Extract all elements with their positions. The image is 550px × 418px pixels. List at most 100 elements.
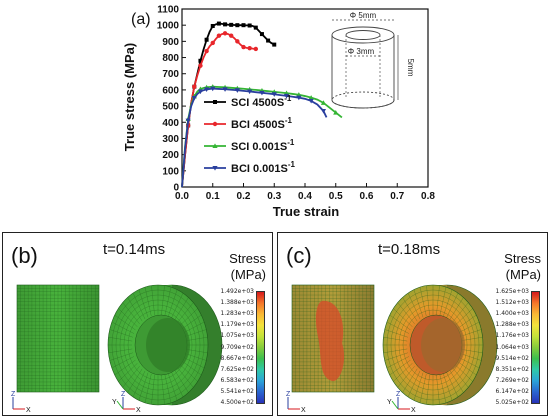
y-tick-label: 800 xyxy=(162,53,179,64)
data-point xyxy=(191,96,197,101)
colorbar-tick-label: 7.625e+02 xyxy=(220,365,254,373)
data-point xyxy=(222,31,228,36)
colorbar-tick-label: 1.288e+03 xyxy=(495,321,529,329)
data-point xyxy=(271,92,277,97)
data-point xyxy=(308,98,314,104)
data-point xyxy=(247,89,253,95)
inset-top-outer xyxy=(331,26,395,44)
axis-z-label: Z xyxy=(121,391,126,398)
x-tick-label: 0.5 xyxy=(329,191,343,202)
inset-inner-label: Φ 3mm xyxy=(348,47,375,56)
colorbar-tick-label: 1.492e+03 xyxy=(220,288,254,295)
data-point xyxy=(241,23,246,28)
data-point xyxy=(210,23,215,28)
data-point xyxy=(234,88,240,93)
colorbar-tick-label: 1.064e+03 xyxy=(495,343,529,351)
data-point xyxy=(247,45,252,51)
colorbar-ticks-b: 1.492e+03 1.388e+03 1.283e+03 1.179e+03 1.07… xyxy=(214,288,254,406)
data-point xyxy=(198,63,203,68)
legend-entry-sup: -1 xyxy=(284,94,292,103)
colorbar-tick-label: 1.075e+03 xyxy=(220,332,254,340)
chart-svg: 0 100 200 300 400 500 600 700 800 900 1000 1100 0.0 0… xyxy=(122,5,435,220)
data-point xyxy=(283,93,290,99)
data-point xyxy=(308,95,314,100)
axis-x-label: X xyxy=(136,407,141,414)
data-point xyxy=(229,33,234,38)
inset-outer-label: Φ 5mm xyxy=(350,11,377,20)
cylinder-bore-inner xyxy=(146,318,190,372)
data-point xyxy=(204,87,210,93)
y-tick-label: 200 xyxy=(162,150,179,161)
side-view-hotspot xyxy=(315,300,345,382)
axis-z-label: Z xyxy=(11,391,16,398)
colorbar-tick-label: 7.269e+02 xyxy=(495,376,529,384)
data-point xyxy=(197,89,204,95)
data-point xyxy=(223,22,228,27)
colorbar-b xyxy=(256,291,265,404)
stress-title-line1: Stress xyxy=(504,251,541,266)
inset-bottom-front xyxy=(331,99,395,109)
axis-y-line xyxy=(116,400,124,410)
data-point xyxy=(229,22,234,27)
axis-z-label: Z xyxy=(286,391,291,398)
data-point xyxy=(247,23,252,28)
data-point xyxy=(266,38,271,43)
panel-a-label: (a) xyxy=(131,11,151,28)
data-point xyxy=(210,40,215,46)
cylinder-face-mesh xyxy=(383,285,483,405)
colorbar-tick-label: 4.500e+02 xyxy=(220,399,254,406)
data-point xyxy=(259,90,265,96)
data-point xyxy=(216,21,221,26)
axis-triad: ZX xyxy=(286,391,306,414)
data-point xyxy=(253,46,258,52)
y-tick-label: 900 xyxy=(162,37,179,48)
legend-marker xyxy=(212,121,218,127)
panel-b-label: (b) xyxy=(11,243,38,268)
data-point xyxy=(296,92,302,97)
specimen-inset: Φ 5mm Φ 3mm 5mm xyxy=(331,11,415,109)
y-tick-label: 600 xyxy=(162,85,179,96)
colorbar-tick-label: 8.351e+02 xyxy=(495,365,529,373)
x-tick-label: 0.3 xyxy=(267,191,281,202)
stress-strain-chart: 0 100 200 300 400 500 600 700 800 900 1000 1100 0.0 0… xyxy=(122,5,435,220)
x-tick-label: 0.1 xyxy=(206,191,220,202)
data-point xyxy=(222,87,228,92)
data-point xyxy=(241,44,246,50)
x-axis-label: True strain xyxy=(273,204,340,219)
x-tick-label: 0.2 xyxy=(237,191,251,202)
legend-entry-sup: -1 xyxy=(285,116,293,125)
y-tick-label: 500 xyxy=(162,102,179,113)
cylinder-bore-inner xyxy=(421,318,465,372)
panel-b-time: t=0.14ms xyxy=(103,241,166,258)
legend-entry: BCI 4500S-1 xyxy=(231,116,292,131)
side-view-mesh xyxy=(17,285,99,392)
data-point xyxy=(259,32,264,37)
y-tick-label: 300 xyxy=(162,134,179,145)
data-point xyxy=(320,108,327,114)
x-tick-label: 0.7 xyxy=(390,191,404,202)
data-point xyxy=(192,84,197,89)
axis-x-label: X xyxy=(301,407,306,414)
panel-c-stress-title: Stress (MPa) xyxy=(504,251,541,283)
colorbar-tick-label: 6.147e+02 xyxy=(495,387,529,395)
panel-c-label: (c) xyxy=(286,243,312,268)
axis-x-label: X xyxy=(411,407,416,414)
colorbar-tick-label: 1.388e+03 xyxy=(220,299,254,307)
colorbar-tick-label: 6.583e+02 xyxy=(220,376,254,384)
stress-title-line1: Stress xyxy=(229,251,266,266)
y-tick-label: 400 xyxy=(162,118,179,129)
x-tick-label: 0.8 xyxy=(421,191,435,202)
data-point xyxy=(296,95,302,101)
colorbar-tick-label: 9.709e+02 xyxy=(220,343,254,351)
legend-marker xyxy=(212,166,218,171)
axis-x-label: X xyxy=(26,407,31,414)
axis-triad: Z X Y xyxy=(387,391,416,414)
x-tick-label: 0.0 xyxy=(175,191,189,202)
legend-entry-sup: -1 xyxy=(287,138,295,147)
data-point xyxy=(235,23,240,28)
data-point xyxy=(204,37,209,42)
colorbar-tick-label: 1.625e+03 xyxy=(495,288,529,295)
legend-marker xyxy=(212,143,218,148)
data-point xyxy=(210,86,216,92)
